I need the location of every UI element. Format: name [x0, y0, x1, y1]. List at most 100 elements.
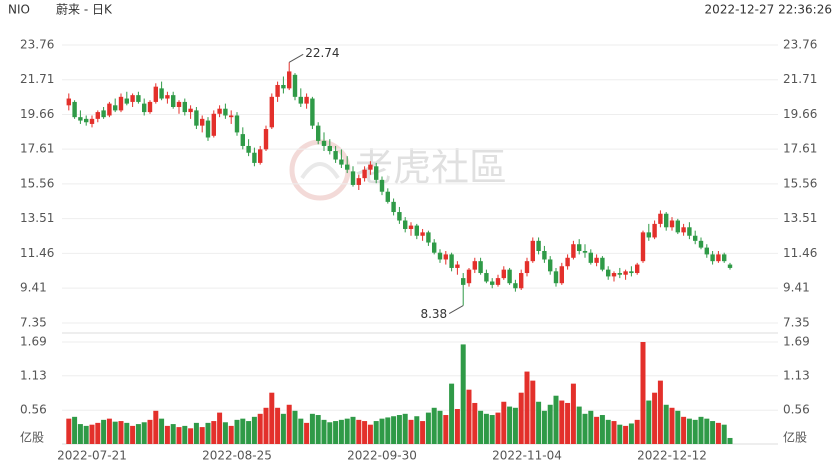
candle-body: [66, 98, 71, 106]
candle-body: [635, 264, 640, 274]
volume-bar: [240, 418, 246, 444]
volume-tick-label: 0.56: [20, 403, 47, 417]
candle-body: [704, 247, 709, 255]
candle-body: [449, 254, 454, 268]
candle-body: [693, 235, 698, 241]
candle-body: [130, 95, 135, 102]
candle-body: [101, 110, 106, 118]
y-tick-label-right: 13.51: [783, 211, 817, 225]
volume-bar: [292, 410, 298, 444]
timestamp: 2022-12-27 22:36:26: [705, 3, 832, 17]
volume-unit: 亿股: [20, 430, 44, 445]
volume-tick-label: 1.13: [20, 368, 47, 382]
volume-bar: [379, 418, 385, 444]
volume-bar: [72, 416, 78, 444]
candle-body: [397, 212, 402, 221]
volume-bar: [466, 389, 472, 444]
candle-body: [362, 169, 367, 179]
volume-bar: [559, 400, 565, 444]
y-tick-label-right: 21.71: [783, 72, 817, 86]
y-tick-label-right: 7.35: [783, 316, 810, 330]
y-tick-label: 21.71: [20, 72, 54, 86]
candle-body: [617, 273, 622, 275]
candle-body: [165, 95, 170, 99]
candle-body: [211, 113, 216, 136]
candle-body: [443, 254, 448, 260]
y-tick-label: 13.51: [20, 211, 54, 225]
volume-bar: [565, 402, 571, 444]
volume-bar: [518, 392, 524, 444]
candle-body: [229, 115, 234, 118]
candle-body: [542, 251, 547, 260]
candle-body: [72, 101, 77, 118]
candle-body: [426, 232, 431, 243]
volume-bar: [669, 407, 675, 444]
volume-bar: [576, 406, 582, 444]
candle-body: [478, 261, 483, 274]
candle-body: [269, 96, 274, 128]
volume-bar: [222, 422, 228, 444]
min-pointer: [448, 305, 464, 314]
candle-body: [368, 164, 373, 170]
candle-body: [600, 257, 605, 270]
volume-bar: [727, 437, 733, 444]
volume-bar: [246, 421, 252, 444]
candle-body: [292, 74, 298, 97]
volume-bar: [211, 421, 217, 444]
y-tick-label: 11.46: [20, 246, 54, 260]
x-tick-label: 2022-07-21: [57, 449, 127, 463]
x-tick-label: 2022-11-04: [492, 449, 562, 463]
volume-bar: [234, 419, 240, 444]
volume-tick-label: 1.69: [20, 335, 47, 349]
y-tick-label: 9.41: [20, 281, 47, 295]
volume-bar: [541, 410, 547, 444]
candle-body: [246, 145, 251, 153]
volume-bar: [315, 415, 321, 444]
candle-body: [171, 95, 176, 108]
volume-bar: [275, 407, 281, 444]
volume-bar: [449, 383, 455, 444]
volume-bar: [681, 416, 687, 444]
volume-bar: [524, 371, 530, 444]
volume-bar: [344, 418, 350, 444]
volume-bar: [350, 416, 356, 444]
candle-body: [669, 220, 675, 228]
volume-bar: [437, 410, 443, 444]
candle-body: [710, 254, 715, 262]
volume-bar: [217, 412, 223, 444]
volume-bar: [460, 344, 466, 444]
volume-bar: [304, 422, 310, 444]
candle-body: [327, 145, 332, 152]
volume-bar: [507, 406, 513, 444]
candle-body: [646, 232, 651, 238]
candle-body: [200, 118, 205, 126]
volume-bar: [391, 416, 397, 444]
candle-body: [432, 242, 437, 253]
candle-body: [507, 269, 512, 284]
volume-bar: [483, 413, 489, 444]
candle-body: [472, 261, 477, 270]
volume-bar: [420, 421, 426, 444]
volume-bar: [710, 421, 716, 444]
volume-bar: [698, 416, 704, 444]
candle-body: [461, 278, 466, 285]
volume-tick-label-right: 1.13: [783, 368, 810, 382]
candle-body: [571, 244, 576, 258]
volume-bar: [205, 422, 211, 444]
candle-body: [490, 281, 495, 285]
candle-body: [652, 223, 657, 238]
candle-body: [356, 178, 361, 185]
volume-bar: [385, 417, 391, 444]
candle-body: [629, 271, 634, 274]
candle-body: [217, 108, 222, 114]
volume-bar: [489, 415, 495, 444]
candle-body: [182, 101, 187, 113]
candle-body: [513, 283, 518, 289]
candle-body: [484, 273, 489, 282]
volume-bar: [193, 422, 199, 444]
volume-bar: [367, 424, 373, 444]
candle-body: [519, 273, 524, 289]
x-tick-label: 2022-12-12: [637, 449, 707, 463]
candle-body: [495, 278, 501, 285]
